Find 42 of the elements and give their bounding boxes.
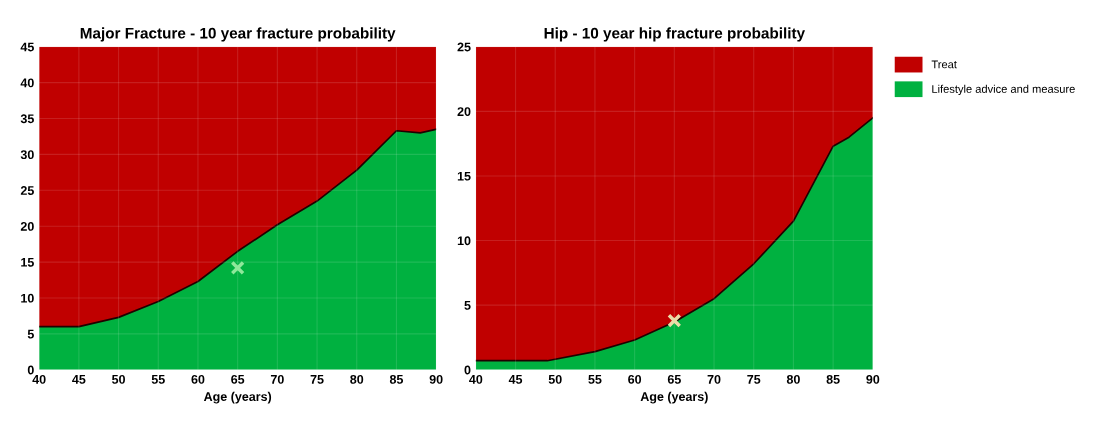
x-axis-title: Age (years): [640, 391, 708, 404]
x-tick-label: 85: [826, 374, 840, 384]
y-tick-label: 20: [457, 107, 471, 116]
y-tick-label: 25: [20, 186, 34, 195]
y-tick-label: 45: [20, 42, 34, 52]
x-tick-label: 70: [707, 374, 721, 384]
x-tick-label: 50: [111, 374, 125, 384]
legend-label: Treat: [931, 60, 957, 69]
x-tick-label: 70: [270, 374, 284, 384]
y-tick-label: 25: [457, 42, 471, 52]
x-tick-label: 55: [588, 375, 602, 384]
y-tick-label: 10: [457, 236, 471, 246]
x-tick-label: 50: [548, 374, 562, 384]
x-tick-label: 60: [191, 374, 205, 384]
y-tick-label: 15: [21, 258, 34, 267]
y-tick-label: 0: [27, 365, 34, 375]
y-tick-label: 15: [457, 171, 471, 181]
x-tick-label: 80: [350, 374, 364, 384]
y-tick-label: 5: [464, 301, 471, 310]
x-tick-label: 65: [231, 374, 245, 384]
x-tick-label: 55: [151, 375, 165, 384]
x-tick-label: 60: [628, 374, 642, 384]
x-tick-label: 90: [866, 374, 880, 384]
x-tick-label: 65: [667, 374, 681, 384]
x-tick-label: 75: [747, 375, 761, 384]
x-tick-label: 80: [786, 374, 800, 384]
x-tick-label: 85: [389, 374, 404, 384]
chart-title: Hip - 10 year hip fracture probability: [544, 27, 805, 42]
legend-label: Lifestyle advice and measure: [932, 84, 1075, 96]
y-tick-label: 0: [464, 365, 471, 375]
chart-title: Major Fracture - 10 year fracture probability: [80, 27, 396, 42]
y-tick-label: 10: [21, 293, 34, 303]
y-tick-label: 5: [27, 329, 34, 339]
y-tick-label: 30: [20, 150, 34, 160]
y-tick-label: 20: [20, 222, 34, 231]
x-axis-title: Age (years): [203, 391, 272, 404]
x-tick-label: 90: [429, 374, 443, 384]
y-tick-label: 40: [20, 78, 34, 88]
y-tick-label: 35: [20, 114, 34, 124]
x-tick-label: 75: [310, 375, 324, 384]
x-tick-label: 45: [508, 375, 523, 384]
x-tick-label: 45: [72, 375, 86, 384]
